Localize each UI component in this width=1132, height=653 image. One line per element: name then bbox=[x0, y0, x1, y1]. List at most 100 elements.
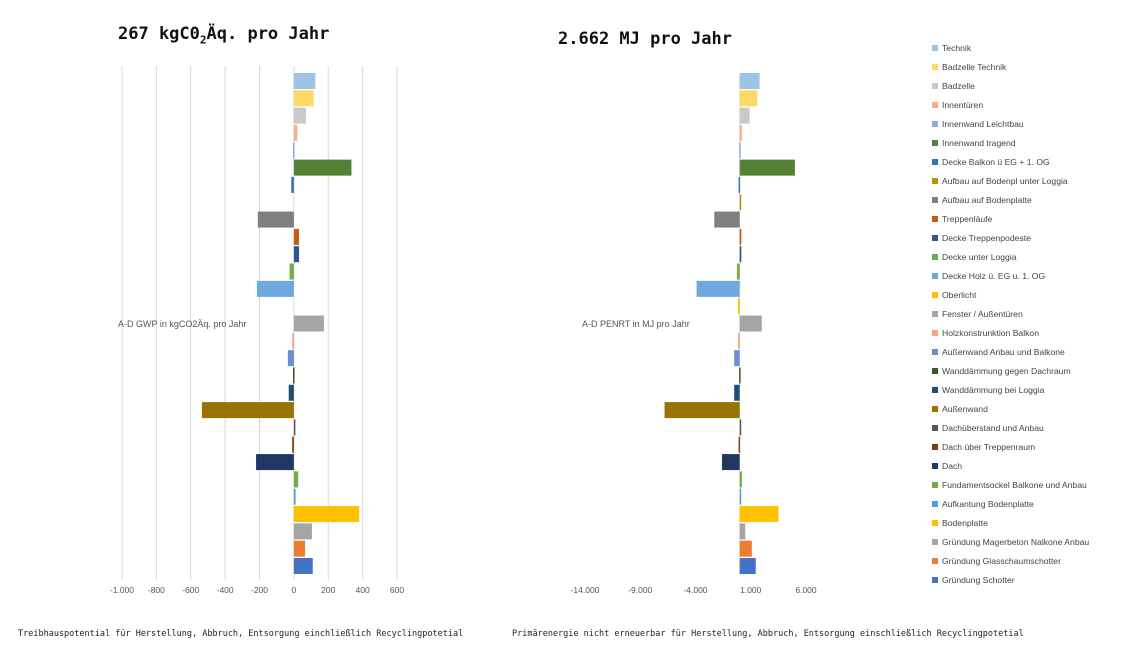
bar bbox=[293, 471, 299, 488]
legend-swatch bbox=[932, 158, 938, 165]
bar bbox=[293, 142, 295, 159]
legend-swatch bbox=[932, 500, 938, 507]
legend-swatch bbox=[932, 177, 938, 184]
bar bbox=[739, 367, 741, 384]
legend-item: Decke Holz ü. EG u. 1. OG bbox=[932, 266, 1127, 285]
legend-item: Fenster / Außentüren bbox=[932, 304, 1127, 323]
legend-item: Badzelle Technik bbox=[932, 57, 1127, 76]
bar bbox=[201, 402, 294, 419]
legend-swatch bbox=[932, 367, 938, 374]
bar bbox=[293, 523, 312, 540]
legend-swatch bbox=[932, 101, 938, 108]
legend-swatch bbox=[932, 329, 938, 336]
legend-swatch bbox=[932, 481, 938, 488]
legend-label: Außenwand bbox=[942, 403, 988, 414]
bar bbox=[734, 350, 740, 367]
bar bbox=[289, 263, 294, 280]
legend-item: Innentüren bbox=[932, 95, 1127, 114]
legend-swatch bbox=[932, 291, 938, 298]
legend-swatch bbox=[932, 253, 938, 260]
legend-item: Decke unter Loggia bbox=[932, 247, 1127, 266]
bar bbox=[739, 506, 779, 523]
legend-swatch bbox=[932, 215, 938, 222]
legend-item: Technik bbox=[932, 38, 1127, 57]
tick-label: 200 bbox=[321, 585, 335, 595]
bar bbox=[293, 315, 324, 332]
bar bbox=[293, 159, 352, 176]
legend-swatch bbox=[932, 462, 938, 469]
legend-label: Wanddämmung gegen Dachraum bbox=[942, 365, 1071, 376]
legend-item: Gründung Magerbeton Nalkone Anbau bbox=[932, 532, 1127, 551]
legend-label: Fenster / Außentüren bbox=[942, 308, 1023, 319]
bar bbox=[734, 384, 740, 401]
bar bbox=[293, 246, 300, 263]
tick-label: 0 bbox=[292, 585, 297, 595]
legend-item: Oberlicht bbox=[932, 285, 1127, 304]
bar bbox=[696, 280, 740, 297]
left-chart-title: 267 kgC02Äq. pro Jahr bbox=[118, 24, 330, 47]
tick-label: -4.000 bbox=[683, 585, 707, 595]
bar bbox=[738, 332, 740, 349]
right-chart-title: 2.662 MJ pro Jahr bbox=[558, 29, 732, 49]
bar bbox=[287, 350, 294, 367]
bar bbox=[739, 558, 756, 574]
legend-item: Aufbau auf Bodenpl unter Loggia bbox=[932, 171, 1127, 190]
right-chart-caption: Primärenergie nicht erneuerbar für Herst… bbox=[512, 629, 1024, 639]
legend-label: Innenwand tragend bbox=[942, 137, 1016, 148]
bar bbox=[293, 506, 360, 523]
legend-item: Decke Balkon ü EG + 1. OG bbox=[932, 152, 1127, 171]
bar bbox=[739, 246, 742, 263]
legend-label: Wanddämmung bei Loggia bbox=[942, 384, 1045, 395]
bar bbox=[739, 488, 742, 505]
legend-swatch bbox=[932, 405, 938, 412]
legend-label: Dach über Treppenraum bbox=[942, 441, 1036, 452]
legend-item: Innenwand Leichtbau bbox=[932, 114, 1127, 133]
bar bbox=[293, 419, 296, 436]
legend-swatch bbox=[932, 519, 938, 526]
bar bbox=[257, 211, 294, 228]
legend-swatch bbox=[932, 538, 938, 545]
tick-label: -14.000 bbox=[571, 585, 600, 595]
legend-label: Aufkantung Bodenplatte bbox=[942, 498, 1034, 509]
legend-swatch bbox=[932, 443, 938, 450]
legend-label: Holzkonstrunktion Balkon bbox=[942, 327, 1039, 338]
legend-swatch bbox=[932, 310, 938, 317]
legend-label: Decke Treppenpodeste bbox=[942, 232, 1031, 243]
legend-label: Bodenplatte bbox=[942, 517, 988, 528]
legend-item: Außenwand bbox=[932, 399, 1127, 418]
legend-swatch bbox=[932, 120, 938, 127]
legend-item: Fundamentsockel Balkone und Anbau bbox=[932, 475, 1127, 494]
tick-label: 400 bbox=[356, 585, 370, 595]
legend-label: Badzelle Technik bbox=[942, 61, 1007, 72]
bar bbox=[722, 454, 740, 471]
legend-label: Treppenläufe bbox=[942, 213, 993, 224]
legend-item: Dachüberstand und Anbau bbox=[932, 418, 1127, 437]
legend-item: Treppenläufe bbox=[932, 209, 1127, 228]
legend-label: Badzelle bbox=[942, 80, 975, 91]
chart-legend: Technik Badzelle Technik Badzelle Innentüre… bbox=[932, 38, 1127, 589]
bar bbox=[256, 280, 294, 297]
legend-swatch bbox=[932, 424, 938, 431]
legend-swatch bbox=[932, 44, 938, 51]
legend-item: Holzkonstrunktion Balkon bbox=[932, 323, 1127, 342]
bar bbox=[292, 436, 294, 453]
legend-item: Gründung Schotter bbox=[932, 570, 1127, 589]
bar bbox=[739, 73, 760, 89]
bar bbox=[293, 540, 306, 557]
legend-swatch bbox=[932, 82, 938, 89]
legend-label: Dach bbox=[942, 460, 963, 471]
legend-label: Gründung Glasschaumschotter bbox=[942, 555, 1061, 566]
legend-swatch bbox=[932, 386, 938, 393]
axis-label: A-D PENRT in MJ pro Jahr bbox=[582, 319, 690, 329]
bar bbox=[738, 176, 741, 193]
bar bbox=[293, 107, 306, 124]
legend-swatch bbox=[932, 234, 938, 241]
legend-swatch bbox=[932, 272, 938, 279]
axis-label: A-D GWP in kgCO2Äq. pro Jahr bbox=[118, 319, 246, 329]
legend-label: Dachüberstand und Anbau bbox=[942, 422, 1044, 433]
legend-item: Dach über Treppenraum bbox=[932, 437, 1127, 456]
legend-item: Dach bbox=[932, 456, 1127, 475]
legend-item: Aufkantung Bodenplatte bbox=[932, 494, 1127, 513]
left-chart-caption: Treibhauspotential für Herstellung, Abbr… bbox=[18, 629, 464, 639]
